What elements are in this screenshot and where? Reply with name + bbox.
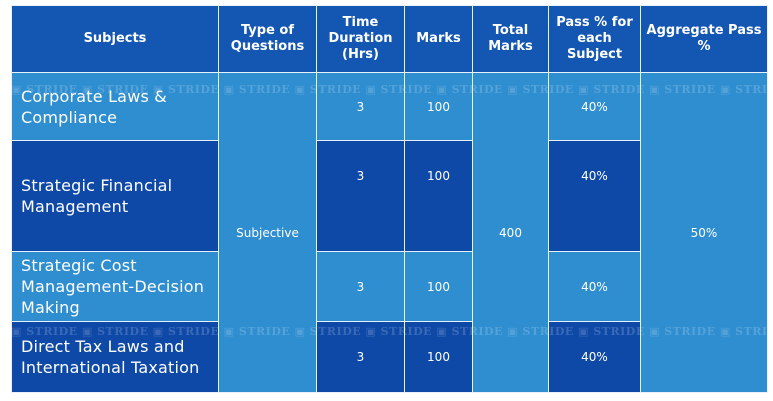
header-pass-percent: Pass % for each Subject — [548, 5, 641, 73]
subject-cell: Strategic Cost Management-Decision Makin… — [11, 251, 219, 322]
header-aggregate-pass: Aggregate Pass % — [640, 5, 768, 73]
subject-cell: Direct Tax Laws and International Taxati… — [11, 321, 219, 393]
table-row: Direct Tax Laws and International Taxati… — [11, 321, 768, 393]
header-marks: Marks — [404, 5, 473, 73]
subject-cell: Corporate Laws & Compliance — [11, 72, 219, 141]
header-row: Subjects Type of Questions Time Duration… — [11, 5, 768, 73]
marks-cell: 100 — [404, 321, 473, 393]
header-time-duration: Time Duration (Hrs) — [316, 5, 405, 73]
header-type-of-questions: Type of Questions — [218, 5, 317, 73]
table-row: Strategic Financial Management 3 100 40% — [11, 140, 768, 252]
time-cell: 3 — [316, 251, 405, 322]
table-row: Corporate Laws & Compliance Subjective 3… — [11, 72, 768, 393]
header-total-marks: Total Marks — [472, 5, 549, 73]
time-cell: 3 — [316, 140, 405, 252]
pass-percent-cell: 40% — [548, 72, 641, 141]
time-cell: 3 — [316, 72, 405, 141]
marks-cell: 100 — [404, 140, 473, 252]
header-subjects: Subjects — [11, 5, 219, 73]
aggregate-pass-cell: 50% — [640, 72, 768, 393]
pass-percent-cell: 40% — [548, 321, 641, 393]
pass-percent-cell: 40% — [548, 140, 641, 252]
exam-structure-table: Subjects Type of Questions Time Duration… — [11, 5, 768, 393]
type-of-questions-cell: Subjective — [218, 72, 317, 393]
time-cell: 3 — [316, 321, 405, 393]
subject-cell: Strategic Financial Management — [11, 140, 219, 252]
pass-percent-cell: 40% — [548, 251, 641, 322]
table-row: Strategic Cost Management-Decision Makin… — [11, 251, 768, 322]
total-marks-cell: 400 — [472, 72, 549, 393]
marks-cell: 100 — [404, 251, 473, 322]
marks-cell: 100 — [404, 72, 473, 141]
